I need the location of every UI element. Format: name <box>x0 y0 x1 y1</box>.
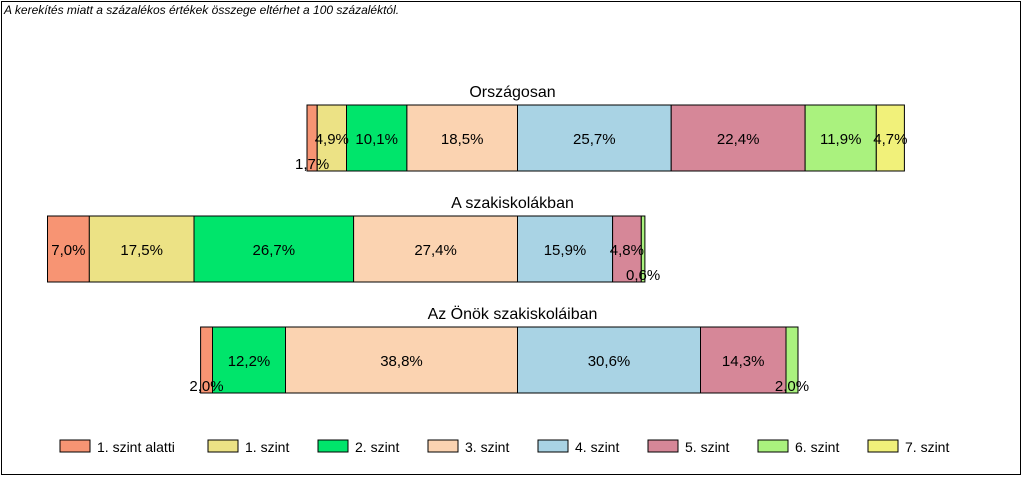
data-label-3-1: 2,0% <box>189 378 223 395</box>
bar-segment-2-3 <box>193 215 355 283</box>
bar-segment-2-7 <box>640 215 646 283</box>
legend-label-8: 7. szint <box>905 439 949 455</box>
bar-segment-1-3 <box>346 104 408 172</box>
data-label-1-5: 25,7% <box>573 131 616 148</box>
legend-label-7: 6. szint <box>795 439 839 455</box>
legend-swatch-7 <box>757 439 789 453</box>
data-label-1-3: 10,1% <box>355 131 398 148</box>
rounding-note: A kerekítés miatt a százalékos értékek ö… <box>4 3 400 17</box>
data-label-1-6: 22,4% <box>717 131 760 148</box>
bar-segment-2-5 <box>517 215 614 283</box>
data-label-1-8: 4,7% <box>873 131 907 148</box>
data-label-2-4: 27,4% <box>414 242 457 259</box>
data-label-2-2: 17,5% <box>120 242 163 259</box>
legend-label-1: 1. szint alatti <box>97 439 175 455</box>
data-label-2-5: 15,9% <box>544 242 587 259</box>
bar-segment-2-1 <box>47 215 90 283</box>
data-label-3-5: 30,6% <box>588 353 631 370</box>
data-label-2-1: 7,0% <box>51 242 85 259</box>
bar-segment-1-8 <box>875 104 905 172</box>
category-label-2: A szakiskolákban <box>451 195 574 212</box>
bar-segment-3-6 <box>700 326 787 394</box>
data-label-1-1: 1,7% <box>295 156 329 173</box>
legend-label-2: 1. szint <box>245 439 289 455</box>
data-label-2-6: 4,8% <box>610 242 644 259</box>
data-label-2-3: 26,7% <box>253 242 296 259</box>
legend-label-5: 4. szint <box>575 439 619 455</box>
legend-swatch-4 <box>427 439 459 453</box>
bar-segment-3-5 <box>517 326 701 394</box>
legend-swatch-8 <box>867 439 899 453</box>
legend-swatch-5 <box>537 439 569 453</box>
category-label-3: Az Önök szakiskoláiban <box>428 305 598 323</box>
bar-segment-1-6 <box>670 104 806 172</box>
data-label-1-7: 11,9% <box>820 131 861 148</box>
legend-label-4: 3. szint <box>465 439 509 455</box>
category-label-1: Országosan <box>469 84 555 101</box>
data-label-3-3: 12,2% <box>228 353 271 370</box>
bar-segment-2-4 <box>353 215 518 283</box>
bar-segment-1-4 <box>406 104 518 172</box>
legend-swatch-6 <box>647 439 679 453</box>
legend-label-3: 2. szint <box>355 439 399 455</box>
data-label-3-6: 14,3% <box>722 353 765 370</box>
data-label-2-7: 0,6% <box>626 267 660 284</box>
bar-segment-3-3 <box>212 326 286 394</box>
bar-segment-1-7 <box>804 104 877 172</box>
legend-swatch-3 <box>317 439 349 453</box>
data-label-3-7: 2,0% <box>775 378 809 395</box>
bar-segment-3-7 <box>785 326 799 394</box>
data-label-1-4: 18,5% <box>441 131 484 148</box>
legend-swatch-1 <box>59 439 91 453</box>
legend-swatch-2 <box>207 439 239 453</box>
data-label-3-4: 38,8% <box>380 353 423 370</box>
data-label-1-2: 4,9% <box>315 131 349 148</box>
bar-segment-3-4 <box>285 326 518 394</box>
legend-label-6: 5. szint <box>685 439 729 455</box>
bar-segment-1-5 <box>517 104 672 172</box>
